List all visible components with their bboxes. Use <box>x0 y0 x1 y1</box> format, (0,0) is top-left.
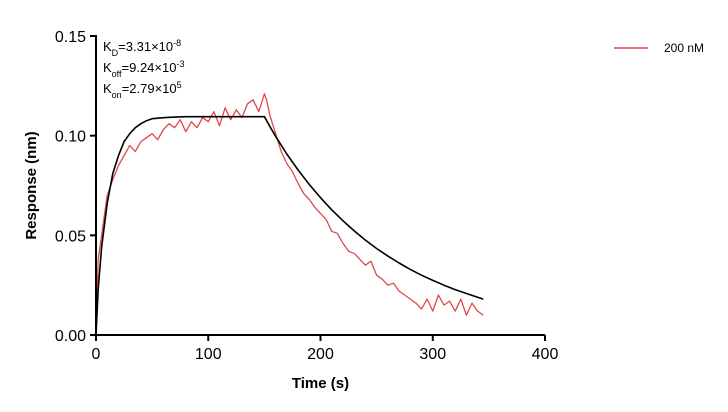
axes: 0 100 200 300 400 0.00 0.05 0.10 0.15 Time (s) Res… <box>23 29 558 392</box>
plot-area <box>95 93 484 336</box>
x-tick-label: 400 <box>532 346 559 363</box>
kinetic-constant-label: Kon=2.79×105 <box>103 80 182 100</box>
y-axis-title: Response (nm) <box>23 131 40 239</box>
x-tick-label: 0 <box>92 346 101 363</box>
x-tick-label: 200 <box>307 346 334 363</box>
kinetic-constant-label: Koff=9.24×10-3 <box>103 59 184 79</box>
x-axis-title: Time (s) <box>292 375 349 392</box>
kinetic-constant-label: KD=3.31×10-8 <box>103 38 181 58</box>
y-tick-label: 0.05 <box>55 228 86 245</box>
legend-label: 200 nM <box>664 41 704 55</box>
legend: 200 nM <box>614 41 704 55</box>
fit-curve-line <box>95 115 484 336</box>
measured-series-line <box>95 93 484 332</box>
y-tick-label: 0.10 <box>55 129 86 146</box>
x-tick-label: 300 <box>419 346 446 363</box>
y-tick-label: 0.15 <box>55 29 86 46</box>
x-tick-label: 100 <box>195 346 222 363</box>
y-tick-label: 0.00 <box>55 328 86 345</box>
